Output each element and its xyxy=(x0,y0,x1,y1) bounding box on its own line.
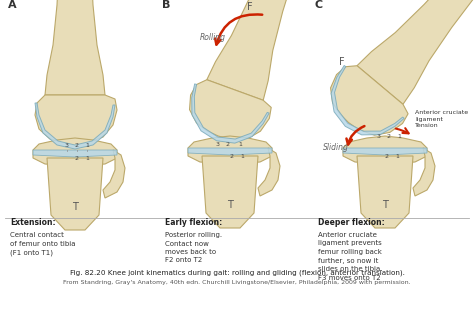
Text: 1: 1 xyxy=(238,142,242,147)
Text: F: F xyxy=(339,57,345,67)
Text: T: T xyxy=(382,200,388,210)
Text: 3: 3 xyxy=(65,143,69,148)
Text: 1: 1 xyxy=(397,134,401,139)
Polygon shape xyxy=(330,66,408,135)
Polygon shape xyxy=(45,0,105,95)
Text: Sliding: Sliding xyxy=(323,143,349,152)
Text: 2: 2 xyxy=(385,154,389,159)
Polygon shape xyxy=(188,148,272,155)
Text: A: A xyxy=(8,0,17,10)
Polygon shape xyxy=(331,65,404,135)
Polygon shape xyxy=(47,158,103,230)
Polygon shape xyxy=(35,103,115,149)
Text: 2: 2 xyxy=(230,154,234,159)
Polygon shape xyxy=(413,148,435,196)
Text: Early flexion:: Early flexion: xyxy=(165,218,222,227)
Polygon shape xyxy=(207,0,294,100)
Text: 1: 1 xyxy=(85,143,89,148)
Polygon shape xyxy=(192,84,269,143)
Text: 2: 2 xyxy=(387,134,391,139)
Text: 2: 2 xyxy=(75,156,79,161)
Text: B: B xyxy=(162,0,170,10)
Text: Fig. 82.20 Knee joint kinematics during gait: rolling and gliding (flexion, ante: Fig. 82.20 Knee joint kinematics during … xyxy=(70,270,404,277)
Text: Posterior rolling.
Contact now
moves back to
F2 onto T2: Posterior rolling. Contact now moves bac… xyxy=(165,232,222,264)
Polygon shape xyxy=(103,150,125,198)
Polygon shape xyxy=(35,95,117,144)
Text: T: T xyxy=(72,202,78,212)
Text: From Standring, Gray's Anatomy, 40th edn. Churchill Livingstone/Elsevier, Philad: From Standring, Gray's Anatomy, 40th edn… xyxy=(63,280,411,285)
Text: Deeper flexion:: Deeper flexion: xyxy=(318,218,385,227)
Text: 1: 1 xyxy=(85,156,89,161)
Polygon shape xyxy=(343,148,427,155)
Polygon shape xyxy=(202,156,258,228)
Text: C: C xyxy=(315,0,323,10)
Text: Anterior cruciate
ligament
Tension: Anterior cruciate ligament Tension xyxy=(415,110,468,128)
Text: 2: 2 xyxy=(226,142,230,147)
Text: Central contact
of femur onto tibia
(F1 onto T1): Central contact of femur onto tibia (F1 … xyxy=(10,232,75,255)
Polygon shape xyxy=(190,80,271,139)
Polygon shape xyxy=(188,136,272,164)
Text: F: F xyxy=(247,2,253,12)
Polygon shape xyxy=(357,156,413,228)
Polygon shape xyxy=(33,138,117,166)
Polygon shape xyxy=(33,150,117,157)
Text: T: T xyxy=(227,200,233,210)
Text: 3: 3 xyxy=(216,142,220,147)
Polygon shape xyxy=(258,148,280,196)
Text: Rolling: Rolling xyxy=(200,33,226,42)
Polygon shape xyxy=(357,0,474,104)
Text: Extension:: Extension: xyxy=(10,218,55,227)
Text: 2: 2 xyxy=(75,143,79,148)
Text: 1: 1 xyxy=(240,154,244,159)
Text: 3: 3 xyxy=(377,134,381,139)
Text: 1: 1 xyxy=(395,154,399,159)
Polygon shape xyxy=(343,136,427,164)
Text: Anterior cruciate
ligament prevents
femur rolling back
further, so now it
slides: Anterior cruciate ligament prevents femu… xyxy=(318,232,383,280)
